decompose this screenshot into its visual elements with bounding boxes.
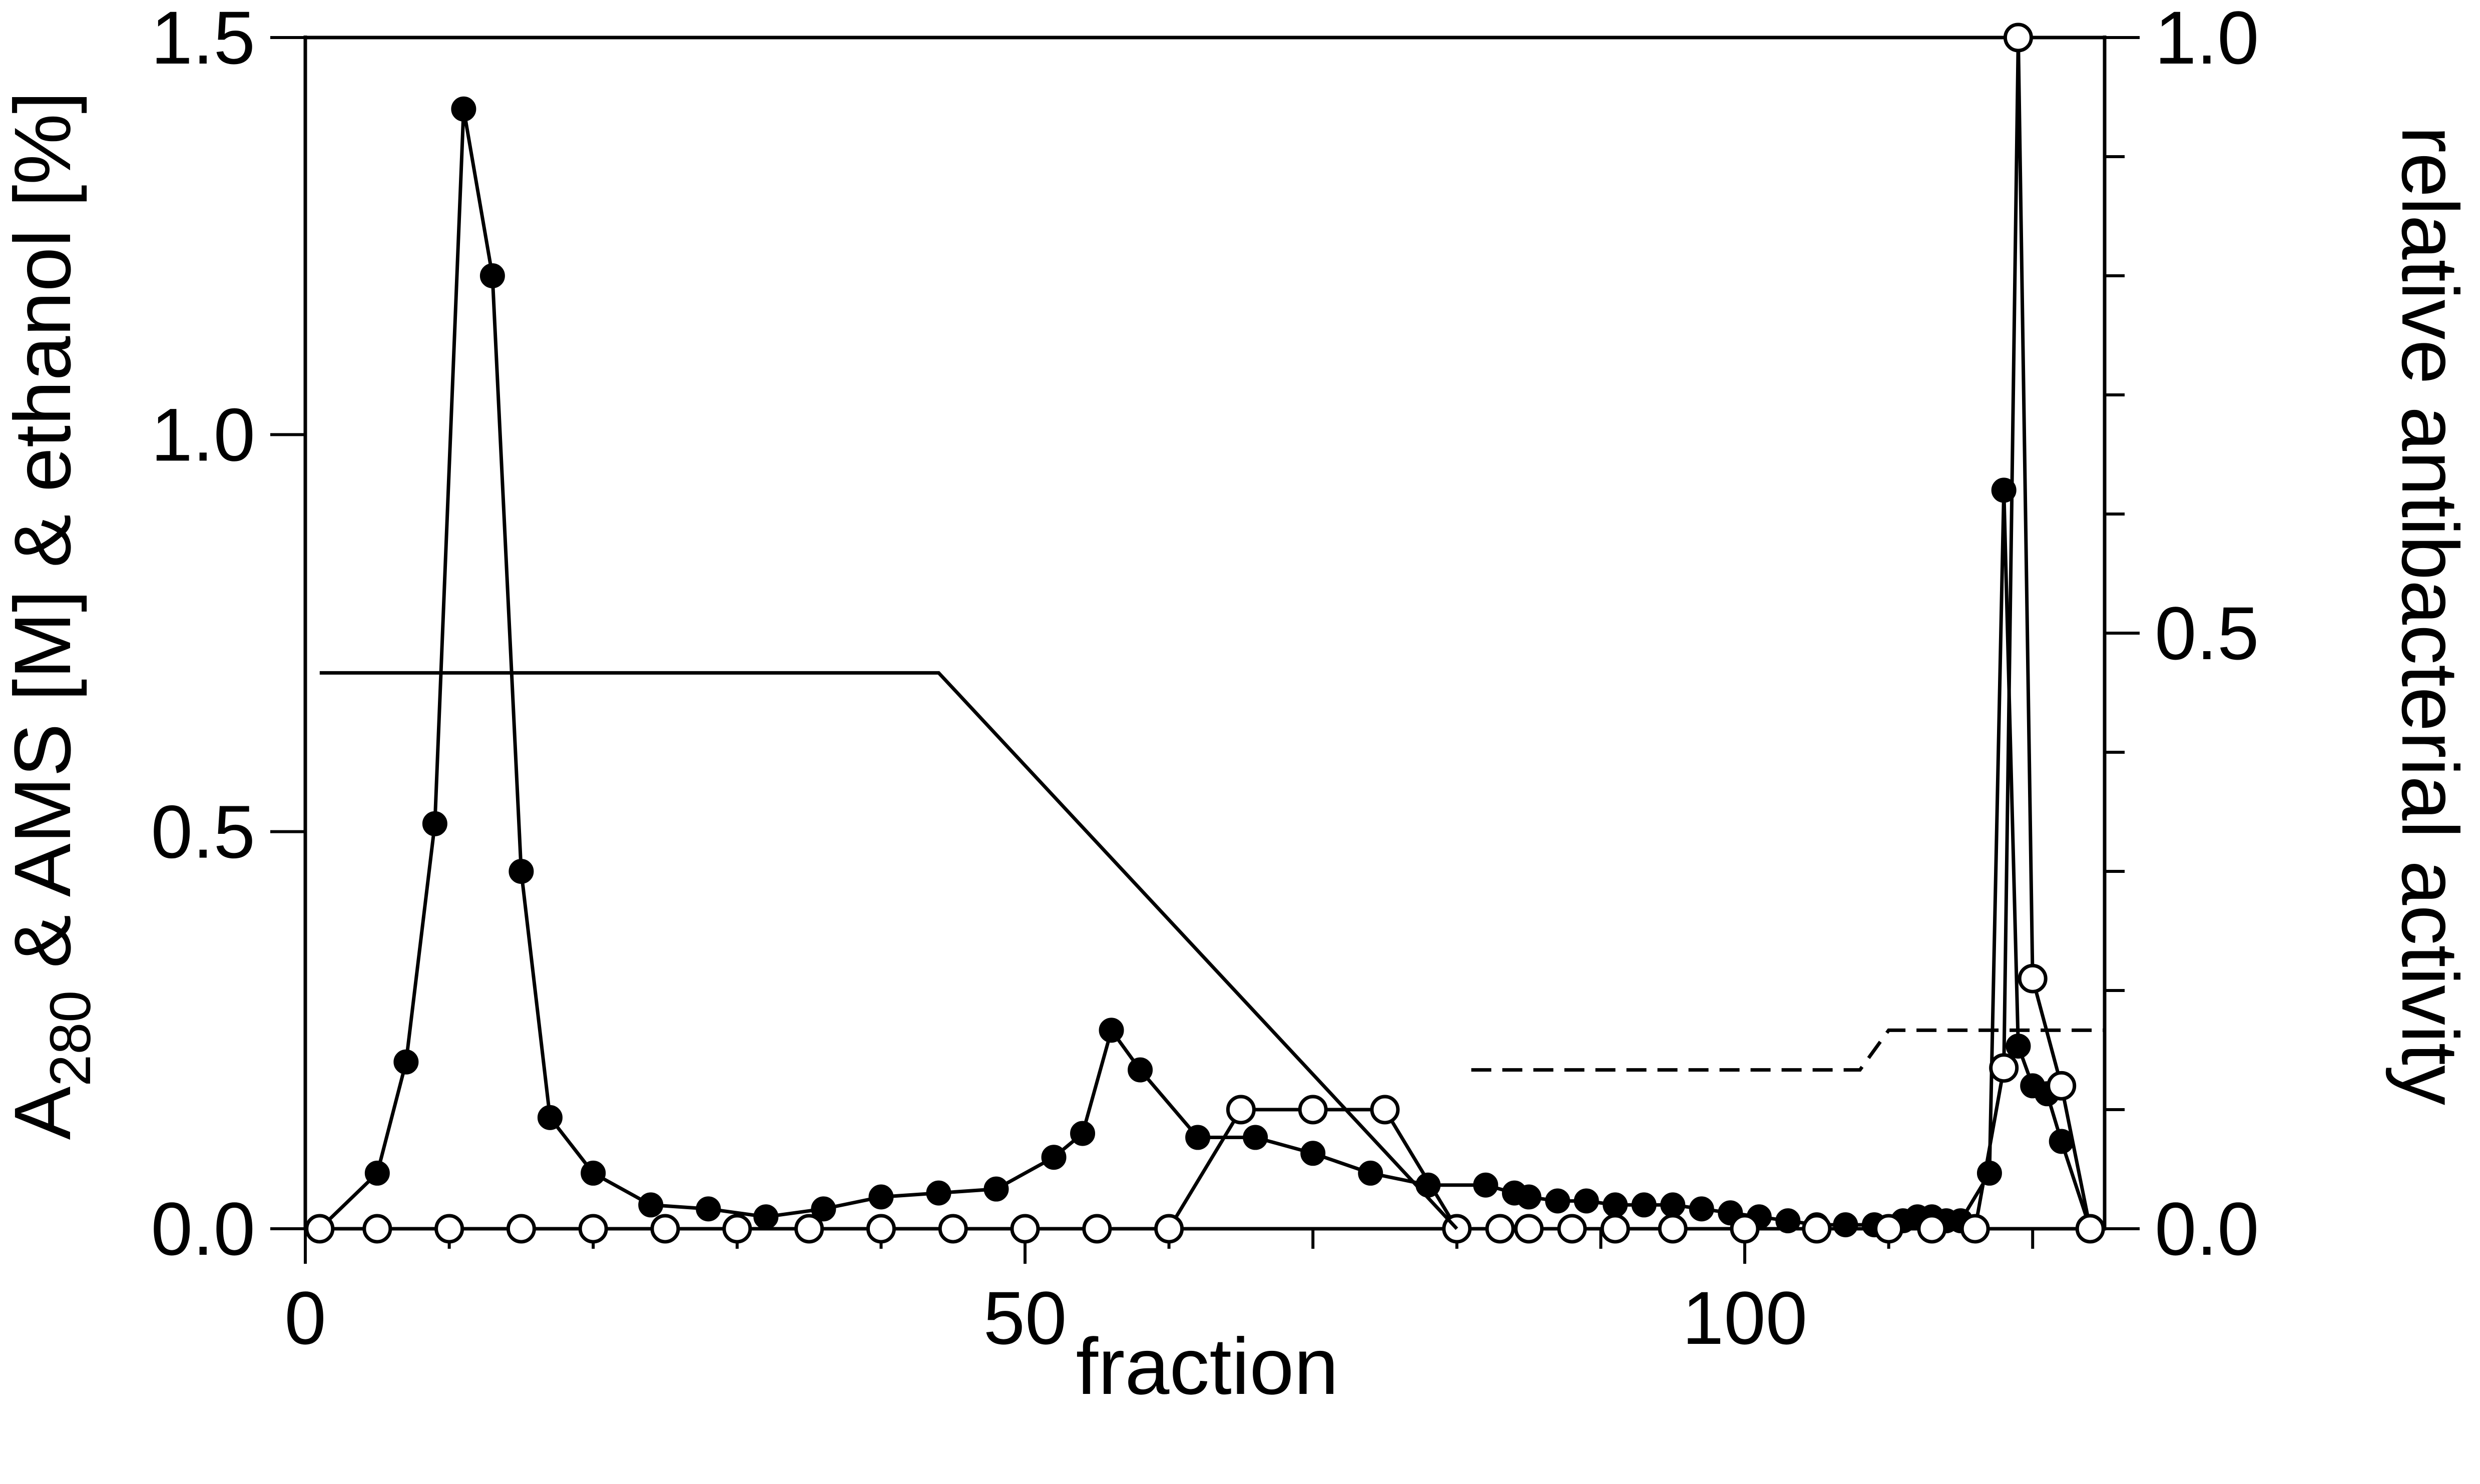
- x-axis-title: fraction: [1076, 1321, 1339, 1411]
- y-axis-left-title: A280 & AMS [M] & ethanol [%]: [0, 92, 103, 1140]
- a280-point: [1545, 1188, 1571, 1214]
- x-tick-label: 50: [983, 1276, 1067, 1360]
- y-right-tick-label: 0.0: [2155, 1187, 2259, 1271]
- a280-point: [451, 96, 476, 122]
- plot-frame: [303, 36, 2107, 1231]
- activity-point: [434, 1214, 464, 1244]
- activity-point: [305, 1214, 335, 1244]
- a280-point: [868, 1184, 894, 1210]
- a280-point: [509, 859, 534, 884]
- a280-point: [1099, 1018, 1124, 1043]
- x-tick-label: 100: [1682, 1276, 1807, 1360]
- a280-point: [1631, 1192, 1657, 1218]
- y-right-tick-label: 0.5: [2155, 591, 2259, 675]
- series-a280-line: [318, 109, 2092, 1230]
- activity-point: [1730, 1214, 1760, 1244]
- activity-point: [722, 1214, 752, 1244]
- a280-point: [696, 1196, 721, 1222]
- activity-point: [2003, 23, 2033, 53]
- activity-point: [938, 1214, 968, 1244]
- a280-point: [1991, 477, 2017, 503]
- a280-point: [1041, 1145, 1067, 1170]
- activity-point: [2075, 1214, 2105, 1244]
- y-left-tick-label: 0.0: [151, 1187, 255, 1271]
- activity-point: [1154, 1214, 1184, 1244]
- a280-point: [1300, 1141, 1326, 1166]
- activity-point: [1485, 1214, 1515, 1244]
- a280-point: [1976, 1160, 2002, 1186]
- a280-point: [1660, 1192, 1686, 1218]
- y-axis-right: 0.0 0.5 1.0: [2105, 0, 2259, 1271]
- activity-point: [506, 1214, 536, 1244]
- activity-point: [1917, 1214, 1947, 1244]
- activity-point: [1370, 1095, 1400, 1125]
- y-right-tick-label: 1.0: [2155, 0, 2259, 80]
- a280-point: [983, 1176, 1009, 1202]
- y-axis-right-title: relative antibacterial activity: [2385, 126, 2475, 1105]
- y-left-tick-label: 1.0: [151, 392, 255, 476]
- a280-point: [364, 1160, 390, 1186]
- series-ams-gradient-line: [319, 671, 1458, 1230]
- x-tick-label: 0: [284, 1276, 326, 1360]
- a280-point: [1574, 1188, 1599, 1214]
- activity-point: [866, 1214, 896, 1244]
- activity-point: [362, 1214, 392, 1244]
- series-ethanol-gradient-line: [1471, 1028, 2105, 1072]
- activity-point: [1082, 1214, 1112, 1244]
- activity-point: [794, 1214, 824, 1244]
- a280-point: [393, 1049, 419, 1075]
- series-activity-line: [319, 37, 2092, 1231]
- activity-point: [1226, 1095, 1256, 1125]
- activity-point: [1514, 1214, 1544, 1244]
- activity-point: [1658, 1214, 1688, 1244]
- a280-point: [1833, 1212, 1858, 1238]
- a280-point: [1070, 1121, 1096, 1146]
- activity-point: [1557, 1214, 1587, 1244]
- series-layer: [305, 23, 2105, 1244]
- activity-point: [1960, 1214, 1990, 1244]
- y-axis-left-title-subscript: 280: [39, 991, 103, 1087]
- y-left-tick-label: 1.5: [151, 0, 255, 80]
- a280-point: [1243, 1125, 1268, 1150]
- a280-point: [638, 1192, 664, 1218]
- a280-point: [2006, 1034, 2031, 1059]
- a280-point: [422, 811, 447, 836]
- y-left-tick-label: 0.5: [151, 790, 255, 874]
- y-axis-left: 0.0 0.5 1.0 1.5: [151, 0, 305, 1271]
- a280-point: [537, 1105, 563, 1130]
- a280-point: [581, 1160, 606, 1186]
- a280-point: [811, 1196, 836, 1222]
- activity-point: [1298, 1095, 1328, 1125]
- a280-point: [1689, 1196, 1714, 1222]
- a280-point: [926, 1180, 951, 1206]
- activity-point: [1802, 1214, 1832, 1244]
- activity-point: [650, 1214, 680, 1244]
- a280-point: [479, 263, 505, 288]
- a280-point: [1128, 1057, 1153, 1083]
- activity-point: [1600, 1214, 1630, 1244]
- activity-point: [1989, 1053, 2019, 1083]
- activity-point: [2047, 1071, 2077, 1101]
- a280-point: [1775, 1208, 1801, 1234]
- activity-point: [1010, 1214, 1040, 1244]
- activity-point: [578, 1214, 608, 1244]
- a280-point: [1185, 1125, 1211, 1150]
- a280-point: [1603, 1192, 1628, 1218]
- y-axis-left-title-rest: & AMS [M] & ethanol [%]: [0, 92, 87, 991]
- a280-point: [1358, 1160, 1383, 1186]
- a280-point: [753, 1204, 779, 1230]
- a280-point: [1473, 1172, 1499, 1198]
- y-axis-left-title-main: A: [0, 1086, 87, 1140]
- a280-point: [1516, 1184, 1542, 1210]
- activity-point: [1874, 1214, 1904, 1244]
- activity-point: [2018, 963, 2048, 994]
